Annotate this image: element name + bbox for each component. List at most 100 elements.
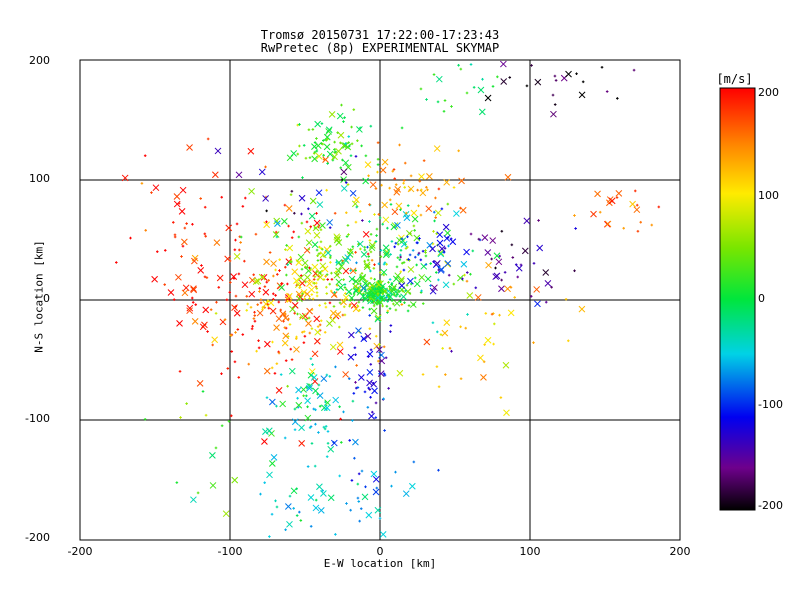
data-point bbox=[484, 312, 488, 315]
data-point bbox=[408, 253, 412, 257]
data-point bbox=[392, 168, 396, 171]
data-point bbox=[503, 271, 507, 274]
data-point bbox=[424, 263, 428, 266]
data-point bbox=[500, 78, 508, 85]
data-point bbox=[228, 291, 232, 294]
data-point bbox=[228, 259, 232, 263]
data-point bbox=[446, 236, 450, 239]
data-point bbox=[537, 219, 540, 222]
data-point bbox=[492, 342, 495, 346]
data-point bbox=[310, 293, 314, 296]
data-point bbox=[574, 227, 577, 230]
data-point bbox=[377, 300, 380, 304]
data-point bbox=[484, 94, 492, 102]
data-point bbox=[308, 297, 311, 300]
data-point bbox=[294, 281, 302, 289]
data-point bbox=[408, 482, 416, 490]
data-point bbox=[419, 87, 423, 91]
data-point bbox=[368, 314, 372, 317]
data-point bbox=[439, 333, 443, 336]
data-point bbox=[355, 205, 359, 209]
data-point bbox=[316, 201, 324, 208]
data-point bbox=[578, 91, 586, 99]
x-tick-label: -100 bbox=[217, 545, 243, 558]
data-point bbox=[498, 285, 505, 293]
data-point bbox=[279, 373, 283, 376]
data-point bbox=[403, 161, 407, 165]
data-point bbox=[376, 359, 380, 363]
data-point bbox=[510, 243, 514, 247]
data-point bbox=[339, 417, 342, 421]
data-point bbox=[471, 249, 475, 253]
data-point bbox=[344, 142, 347, 145]
data-point bbox=[288, 261, 291, 264]
data-point bbox=[379, 255, 383, 258]
data-point bbox=[437, 187, 441, 191]
data-point bbox=[342, 371, 349, 378]
data-point bbox=[378, 372, 381, 375]
data-point bbox=[180, 255, 183, 258]
data-point bbox=[450, 105, 453, 108]
data-point bbox=[459, 67, 463, 71]
data-point bbox=[346, 224, 350, 227]
data-point bbox=[233, 360, 237, 364]
data-point bbox=[351, 419, 354, 422]
data-point bbox=[433, 260, 441, 267]
data-point bbox=[287, 317, 290, 321]
data-point bbox=[400, 261, 404, 265]
data-point bbox=[308, 331, 312, 335]
data-point bbox=[354, 251, 357, 254]
data-point bbox=[350, 479, 354, 482]
data-point bbox=[316, 278, 320, 281]
data-point bbox=[183, 226, 187, 230]
data-point bbox=[376, 292, 380, 295]
data-point bbox=[256, 303, 259, 306]
data-point bbox=[321, 489, 325, 492]
data-point bbox=[477, 237, 481, 241]
data-point bbox=[457, 149, 460, 153]
data-point bbox=[359, 507, 363, 510]
data-point bbox=[395, 202, 403, 210]
data-point bbox=[371, 300, 374, 304]
data-point bbox=[375, 281, 383, 288]
data-point bbox=[289, 259, 293, 263]
data-point bbox=[553, 74, 557, 78]
data-point bbox=[463, 248, 470, 256]
data-point bbox=[203, 205, 207, 209]
data-point bbox=[300, 267, 304, 271]
data-point bbox=[308, 212, 316, 220]
data-point bbox=[176, 320, 183, 327]
data-point bbox=[370, 307, 378, 315]
colorbar-units: [m/s] bbox=[716, 72, 753, 86]
data-point bbox=[385, 296, 388, 299]
data-point bbox=[356, 496, 360, 500]
data-point bbox=[326, 320, 333, 327]
data-point bbox=[500, 278, 503, 282]
data-point bbox=[307, 494, 315, 501]
data-point bbox=[320, 490, 327, 497]
data-point bbox=[336, 131, 339, 134]
data-point bbox=[480, 374, 487, 381]
data-point bbox=[267, 279, 270, 282]
data-point bbox=[309, 197, 317, 205]
data-point bbox=[424, 249, 427, 252]
data-point bbox=[241, 281, 249, 289]
data-point bbox=[214, 446, 218, 450]
data-point bbox=[376, 170, 379, 174]
data-point bbox=[332, 396, 340, 404]
data-point bbox=[364, 332, 372, 340]
data-point bbox=[323, 143, 331, 151]
data-point bbox=[201, 390, 205, 393]
data-point bbox=[163, 283, 167, 286]
data-point bbox=[376, 163, 380, 166]
data-point bbox=[211, 171, 219, 179]
data-point bbox=[474, 286, 478, 290]
data-point bbox=[290, 189, 294, 193]
data-point bbox=[279, 310, 287, 318]
data-point bbox=[513, 296, 517, 299]
data-point bbox=[263, 481, 266, 485]
data-point bbox=[388, 278, 392, 281]
data-point bbox=[336, 112, 344, 120]
data-point bbox=[334, 270, 338, 273]
data-point bbox=[286, 384, 289, 388]
